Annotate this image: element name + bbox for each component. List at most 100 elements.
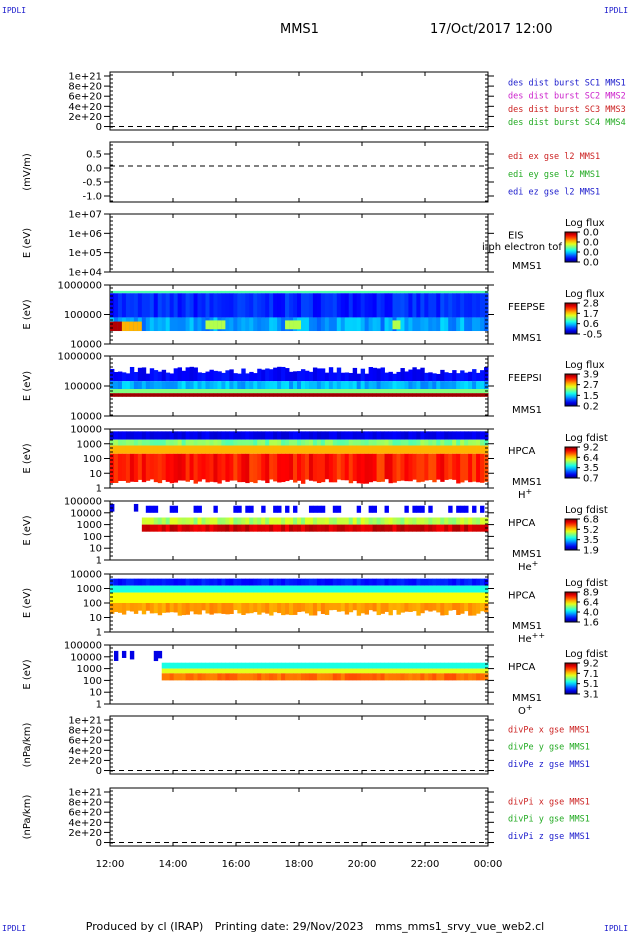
spectrogram-cell (384, 293, 389, 318)
spectrogram-cell (229, 293, 234, 318)
spectrogram-cell (448, 381, 453, 389)
spectrogram-cell (468, 453, 473, 483)
spectrogram-cell (308, 317, 314, 332)
corner-label-top-left: IPDLI (2, 6, 27, 15)
spectrogram-cell (440, 445, 445, 454)
spectrogram-cell (476, 290, 481, 294)
spectrogram-cell (149, 603, 155, 614)
spectrogram-cell (332, 517, 338, 525)
spectrogram-cell (380, 578, 385, 586)
spectrogram-cell (392, 393, 397, 397)
spectrogram-cell (137, 393, 143, 397)
y-tick-label: 100000 (64, 497, 102, 508)
spectrogram-cell (177, 431, 183, 440)
spectrogram-cell (253, 393, 258, 397)
spectrogram-cell (273, 317, 278, 332)
spectrogram-cell (193, 505, 198, 513)
spectrogram-cell (380, 293, 385, 318)
spectrogram-cell (110, 603, 115, 614)
spectrogram-cell (440, 578, 445, 586)
spectrogram-cell (241, 673, 246, 681)
spectrogram-cell (201, 673, 206, 681)
legend-entry: edi ex gse l2 MMS1 (508, 152, 600, 162)
spectrogram-cell (233, 673, 238, 681)
spectrogram-cell (293, 389, 298, 394)
spectrogram-cell (281, 668, 286, 674)
spectrogram-cell (209, 603, 214, 615)
spectrogram-cell (233, 317, 238, 332)
spectrogram-cell (372, 293, 377, 318)
spectrogram-cell (185, 592, 190, 603)
spectrogram-cell (452, 673, 457, 681)
spectrogram-cell (145, 453, 151, 481)
spectrogram-cell (205, 453, 210, 483)
spectrogram-cell (408, 290, 413, 294)
spectrogram-cell (249, 439, 254, 446)
spectrogram-cell (300, 453, 306, 484)
spectrogram-cell (428, 662, 433, 669)
spectrogram-cell (225, 431, 230, 440)
x-tick-label: 16:00 (222, 859, 251, 870)
spectrogram-cell (444, 453, 449, 480)
spectrogram-cell (257, 662, 262, 669)
y-tick-label: 0.5 (86, 150, 102, 161)
spectrogram-cell (121, 453, 127, 481)
spectrogram-cell (404, 371, 409, 382)
instrument-label: HPCA (508, 518, 536, 529)
spectrogram-cell (420, 668, 425, 674)
spectrogram-cell (308, 673, 314, 681)
spectrogram-cell (285, 320, 290, 330)
spectrogram-cell (472, 668, 477, 674)
spectrogram-cell (293, 439, 298, 446)
spectrogram-cell (121, 372, 127, 382)
spectrogram-cell (253, 673, 258, 681)
spectrogram-cell (249, 524, 254, 532)
spectrogram-cell (312, 505, 318, 513)
spectrogram-cell (420, 389, 425, 394)
spectrogram-cell (173, 431, 179, 440)
spectrogram-cell (209, 431, 214, 440)
spectrogram-cell (297, 445, 302, 454)
spectrogram-cell (221, 673, 226, 681)
spectrogram-cell (201, 453, 206, 480)
spectrogram-cell (320, 293, 326, 318)
spectrogram-cell (372, 381, 377, 389)
spectrogram-cell (229, 290, 234, 294)
spectrogram-cell (213, 603, 218, 614)
spectrogram-cell (253, 603, 258, 613)
spectrogram-cell (173, 445, 179, 454)
spectrogram-cell (476, 662, 481, 669)
y-axis-label: E (eV) (22, 371, 33, 401)
spectrogram-cell (169, 439, 175, 446)
spectrogram-cell (308, 668, 314, 674)
spectrogram-cell (237, 453, 242, 483)
y-axis-label: E (eV) (22, 443, 33, 473)
spectrogram-cell (348, 673, 354, 681)
y-tick-label: 1 (96, 556, 102, 567)
spectrogram-cell (121, 439, 127, 446)
spectrogram-cell (368, 524, 374, 532)
spectrogram-cell (400, 578, 405, 586)
spectrogram-cell (193, 673, 198, 681)
spectrogram-cell (157, 524, 163, 532)
spectrogram-cell (181, 592, 186, 603)
spectrogram-cell (153, 585, 159, 593)
spectrogram-cell (149, 517, 155, 525)
spectrogram-cell (253, 317, 258, 332)
spectrogram-cell (185, 668, 190, 674)
spectrogram-cell (269, 293, 274, 318)
spectrogram-cell (161, 431, 167, 440)
spectrogram-cell (149, 445, 155, 454)
spectrogram-cell (368, 389, 374, 394)
spectrogram-cell (328, 439, 334, 446)
spectrogram-cell (412, 592, 417, 603)
spectrogram-cell (424, 578, 429, 586)
spectrogram-cell (352, 668, 358, 674)
spectrogram-cell (277, 592, 282, 603)
spectrogram-cell (293, 505, 298, 513)
spectrogram-cell (177, 662, 183, 669)
spectrogram-cell (364, 673, 370, 681)
spectrogram-cell (464, 592, 469, 603)
spectrogram-cell (472, 603, 477, 616)
spectrogram-cell (468, 668, 473, 674)
